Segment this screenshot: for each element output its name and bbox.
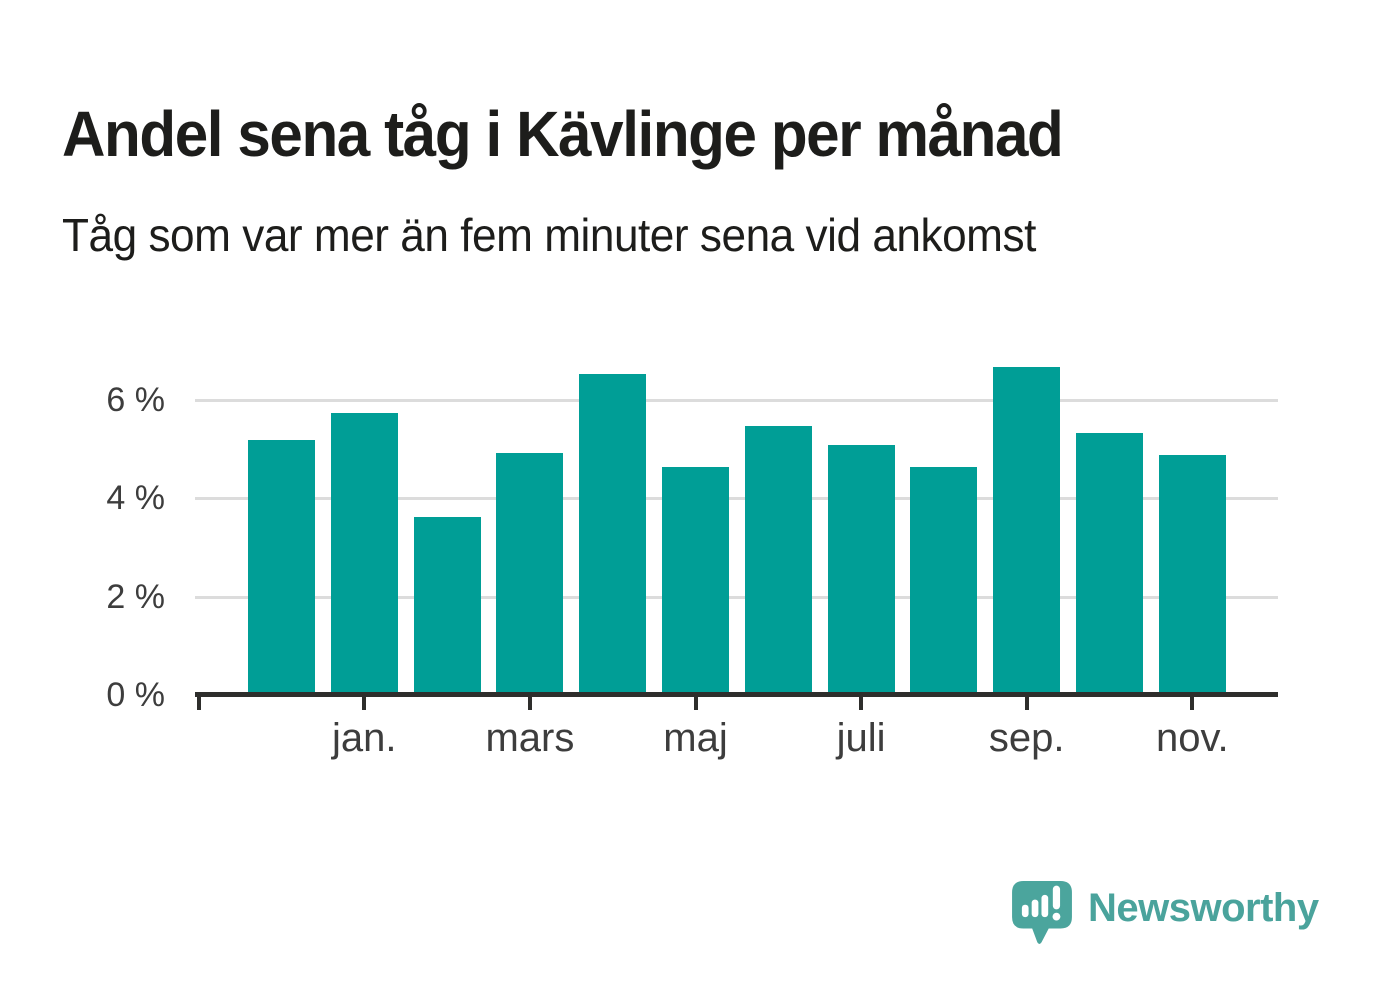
brand-footer: Newsworthy: [1012, 881, 1319, 945]
x-axis-label: juli: [836, 716, 886, 760]
y-axis-label: 0 %: [106, 676, 165, 714]
newsworthy-logo-icon: [1012, 881, 1072, 944]
x-axis-label: maj: [663, 716, 728, 760]
bar: [1076, 432, 1143, 696]
axis-tick: [859, 697, 864, 710]
axis-tick: [693, 697, 698, 710]
bar: [744, 425, 812, 696]
bar: [248, 440, 315, 696]
y-axis-label: 4 %: [106, 479, 165, 518]
chart-title: Andel sena tåg i Kävlinge per månad: [62, 97, 1064, 170]
bar: [662, 467, 729, 696]
axis-tick: [527, 697, 532, 710]
x-axis-label: nov.: [1155, 716, 1229, 760]
axis-tick: [362, 697, 367, 710]
bar: [579, 373, 647, 696]
bar: [413, 516, 481, 696]
x-axis-label: jan.: [332, 716, 397, 760]
gridline: [195, 497, 1278, 501]
bar: [910, 467, 978, 696]
bar: [496, 452, 564, 696]
axis-tick: [1024, 697, 1029, 710]
x-axis-line: [195, 692, 1278, 697]
brand-name: Newsworthy: [1088, 886, 1319, 930]
bar: [827, 445, 895, 696]
gridline: [195, 595, 1278, 599]
bar: [1158, 455, 1226, 696]
bar: [330, 413, 398, 696]
bar: [993, 366, 1061, 696]
axis-tick: [1190, 697, 1195, 710]
x-axis-label: sep.: [988, 716, 1065, 760]
x-axis-label: mars: [485, 716, 575, 760]
y-axis-label: 6 %: [106, 380, 165, 419]
axis-tick: [196, 697, 201, 710]
gridline: [195, 398, 1278, 402]
y-axis-label: 2 %: [106, 577, 165, 616]
chart-subtitle: Tåg som var mer än fem minuter sena vid …: [62, 209, 1036, 261]
